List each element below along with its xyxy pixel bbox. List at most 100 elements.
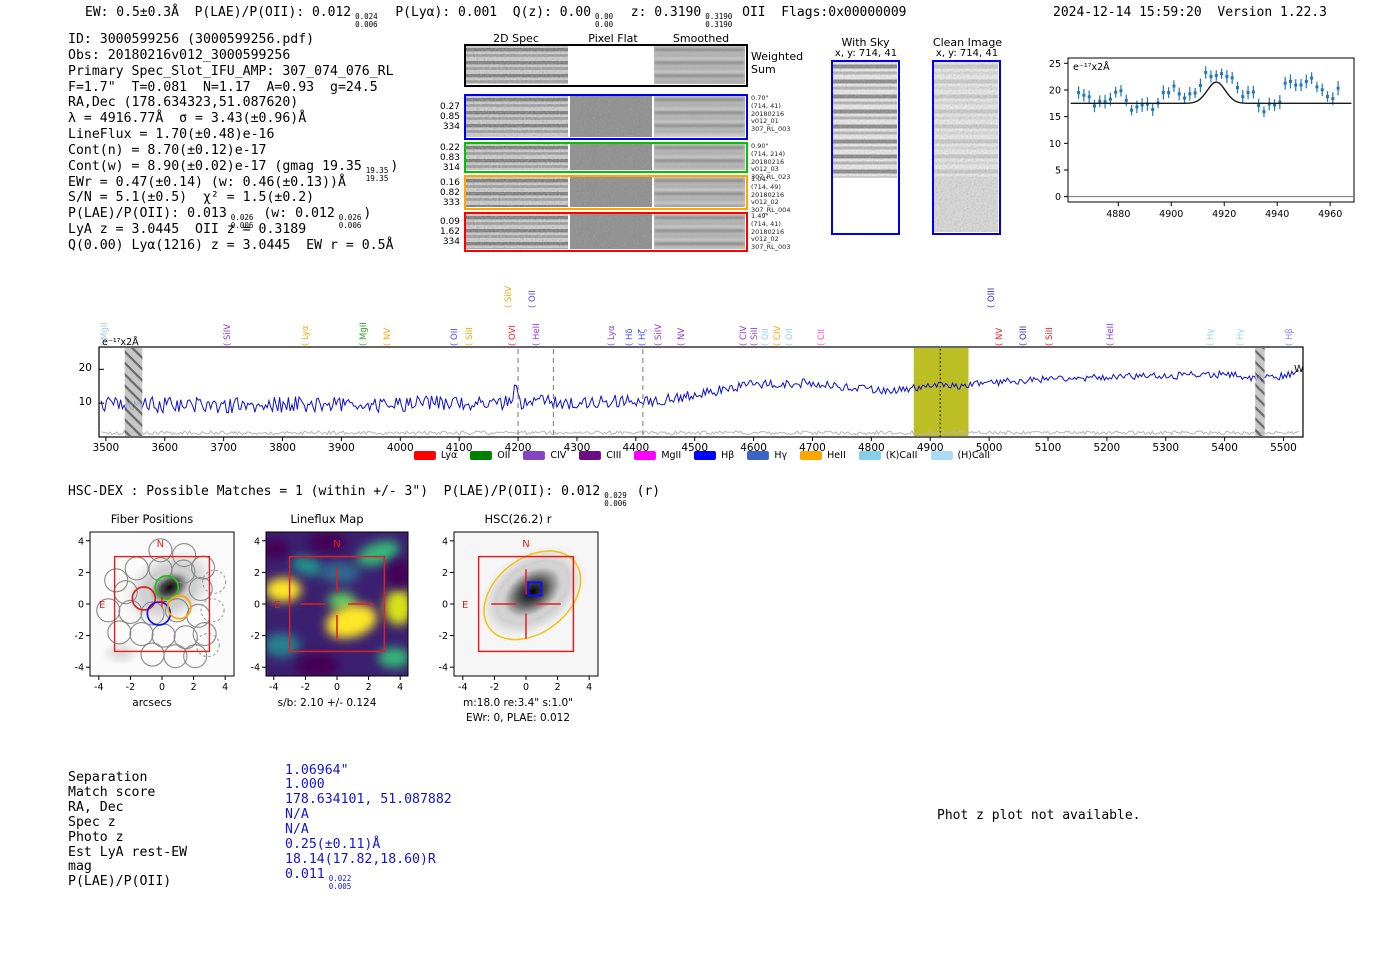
emission-line-fit-plot: 0 5 10 15 20 25 4880 4900 4920 4940 4960 e⁻¹⁷x2Å bbox=[1032, 48, 1366, 242]
text-segment: P(LAE)/P(OII): 0.013 bbox=[68, 206, 227, 222]
text-segment: (r) bbox=[628, 484, 661, 499]
legend-item: Hβ bbox=[694, 450, 734, 461]
legend-label: (H)CaII bbox=[957, 450, 991, 461]
fiber-positions-title: Fiber Positions bbox=[110, 512, 194, 526]
spec2d-row-weights: 0.22 0.83 314 bbox=[439, 142, 460, 173]
emission-line-label: ( OIII bbox=[986, 287, 997, 308]
with-sky-image bbox=[831, 60, 900, 235]
spectrum-x-tick-label: 3500 bbox=[92, 442, 120, 454]
text-segment: S/N = 5.1(±0.5) χ² = 1.5(±0.2) bbox=[68, 190, 315, 206]
svg-text:-2: -2 bbox=[126, 682, 135, 693]
text-segment: Flags:0x00000009 bbox=[781, 5, 907, 20]
info-line: LyA z = 3.0445 OII z = 0.3189 bbox=[68, 222, 398, 238]
lineflux-caption: s/b: 2.10 +/- 0.124 bbox=[277, 697, 377, 709]
text-segment: P(LAE)/P(OII): 0.012 bbox=[194, 5, 352, 20]
legend-item: Lyα bbox=[413, 450, 457, 461]
fiber-x-axis-label: arcsecs bbox=[132, 697, 172, 709]
svg-text:5: 5 bbox=[1055, 166, 1061, 177]
svg-text:2: 2 bbox=[254, 568, 260, 579]
match-row-value: 0.011 0.022 0.005 bbox=[285, 867, 353, 891]
spec2d-strip-pixelflat bbox=[570, 144, 652, 171]
match-value-text: 1.06964" bbox=[285, 762, 349, 778]
spectrum-x-tick-label: 5400 bbox=[1211, 442, 1238, 454]
svg-text:0: 0 bbox=[1055, 192, 1061, 203]
svg-text:4900: 4900 bbox=[1159, 209, 1183, 220]
emission-line-label: ( Hδ bbox=[624, 328, 635, 346]
spec2d-strip-2dspec bbox=[466, 144, 568, 171]
legend-swatch bbox=[858, 451, 881, 460]
full-spectrum-plot bbox=[98, 346, 1304, 448]
emission-line-label: ( CIV bbox=[773, 325, 784, 346]
legend-label: OII bbox=[497, 450, 511, 461]
legend-label: (K)CaII bbox=[885, 450, 918, 461]
match-row-label: Separation bbox=[68, 770, 148, 785]
match-row-value: 0.25(±0.11)Å bbox=[285, 837, 380, 852]
value-uncertainty: 0.024 0.006 bbox=[355, 12, 378, 29]
svg-text:N: N bbox=[522, 539, 529, 550]
svg-text:0: 0 bbox=[523, 682, 529, 693]
info-line: P(LAE)/P(OII): 0.013 0.026 0.006 (w: 0.012… bbox=[68, 206, 398, 229]
hsc-caption-1: m:18.0 re:3.4" s:1.0" bbox=[463, 697, 573, 709]
value-uncertainty: 0.00 0.00 bbox=[595, 12, 614, 29]
svg-text:15: 15 bbox=[1049, 112, 1061, 123]
svg-text:E: E bbox=[462, 600, 468, 611]
info-line: F=1.7" T=0.081 N=1.17 A=0.93 g=24.5 bbox=[68, 80, 398, 96]
spectrum-y-tick-label: 20 bbox=[78, 362, 92, 375]
emission-line-label: ( CII bbox=[817, 329, 828, 346]
spectrum-x-tick-label: 4000 bbox=[386, 442, 414, 454]
spectrum-x-tick-label: 3800 bbox=[269, 442, 296, 454]
svg-text:-2: -2 bbox=[439, 631, 448, 642]
spec2d-strip-pixelflat bbox=[570, 177, 652, 208]
spec2d-column-header: Smoothed bbox=[672, 32, 730, 45]
svg-text:-4: -4 bbox=[75, 663, 84, 674]
svg-text:4960: 4960 bbox=[1318, 209, 1342, 220]
emission-line-label: ( Lyα bbox=[300, 325, 311, 346]
weighted-sum-label: Weighted Sum bbox=[751, 50, 804, 76]
svg-text:-2: -2 bbox=[75, 631, 84, 642]
text-segment: EW: 0.5±0.3Å bbox=[85, 5, 195, 20]
lineflux-map-title: Lineflux Map bbox=[290, 512, 364, 526]
match-row-label: Spec z bbox=[68, 814, 116, 830]
legend-swatch bbox=[800, 451, 823, 460]
text-segment: Cont(w) = 8.90(±0.02)e-17 (gmag 19.35 bbox=[68, 158, 362, 174]
spec2d-row bbox=[464, 44, 748, 87]
spec2d-row bbox=[464, 142, 748, 173]
text-segment bbox=[615, 5, 631, 20]
match-row-value: N/A bbox=[285, 807, 309, 822]
legend-swatch bbox=[413, 451, 436, 460]
info-line: ID: 3000599256 (3000599256.pdf) bbox=[68, 32, 398, 48]
emission-line-label: ( MgII bbox=[358, 322, 369, 346]
spec2d-strip-smoothed bbox=[654, 96, 745, 138]
spec2d-strip-pixelflat bbox=[570, 214, 652, 250]
info-line: Obs: 20180216v012_3000599256 bbox=[68, 48, 398, 64]
legend-swatch bbox=[579, 451, 602, 460]
photz-notice: Phot z plot not available. bbox=[937, 808, 1141, 823]
text-segment: ) bbox=[390, 158, 399, 174]
text-segment: Obs: 20180216v012_3000599256 bbox=[68, 47, 291, 63]
info-line: RA,Dec (178.634323,51.087620) bbox=[68, 95, 398, 111]
svg-text:2: 2 bbox=[366, 682, 372, 693]
emission-line-label: ( OII bbox=[528, 290, 539, 308]
value-uncertainty: 0.3190 0.3190 bbox=[705, 12, 733, 29]
svg-text:-2: -2 bbox=[251, 631, 260, 642]
spec2d-strip-2dspec bbox=[466, 96, 568, 138]
match-row-label: Photo z bbox=[68, 829, 124, 845]
spec2d-row-fiber-info: 1.04" (714, 49) 20180216 v012_02 307_RL_… bbox=[751, 175, 791, 215]
text-segment: z: 0.3190 bbox=[630, 5, 702, 20]
info-line: Primary Spec_Slot_IFU_AMP: 307_074_076_R… bbox=[68, 64, 398, 80]
value-uncertainty: 0.022 0.005 bbox=[328, 873, 352, 891]
emission-line-label: ( Hβ bbox=[1285, 328, 1296, 346]
spectrum-x-tick-label: 5000 bbox=[975, 442, 1003, 454]
match-row-label: P(LAE)/P(OII) bbox=[68, 874, 172, 890]
svg-text:N: N bbox=[333, 539, 340, 550]
spec2d-row bbox=[464, 212, 748, 252]
svg-text:4: 4 bbox=[586, 682, 592, 693]
match-row-label: RA, Dec bbox=[68, 799, 124, 815]
text-segment: Q(z): 0.00 bbox=[512, 5, 592, 20]
with-sky-title: With Sky bbox=[841, 36, 890, 49]
spec2d-row bbox=[464, 94, 748, 140]
legend-swatch bbox=[634, 451, 657, 460]
emission-line-label: ( OII bbox=[761, 328, 772, 346]
value-uncertainty: 19.35 19.35 bbox=[365, 165, 389, 183]
